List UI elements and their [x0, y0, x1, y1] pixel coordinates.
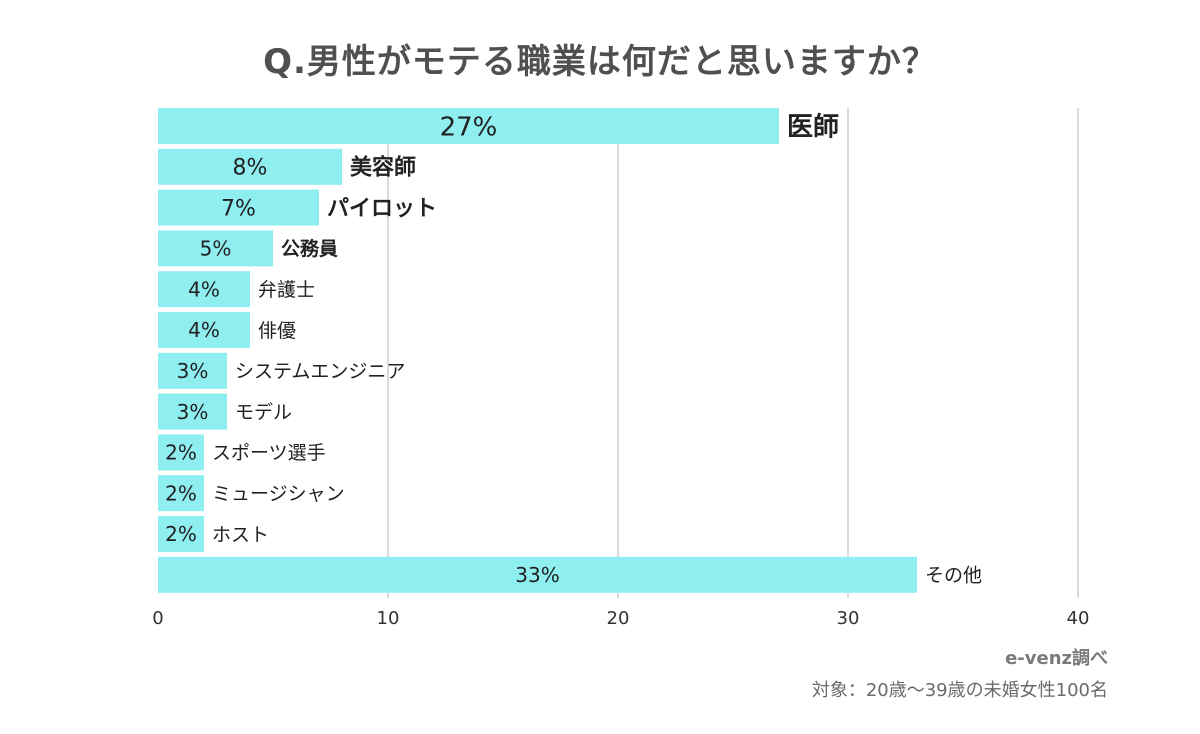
- data-label: 8%: [233, 156, 268, 181]
- bar: [158, 271, 250, 308]
- bar: [158, 434, 204, 471]
- bar: [158, 148, 342, 185]
- grid-lines: [387, 108, 1079, 598]
- labels: 27% 医師 8% 美容師 7% パイロット 5% 公務員 4% 弁護士 4% 俳優 3% システムエンジ…: [165, 112, 982, 587]
- bar: [158, 230, 273, 267]
- category-label: ホスト: [212, 524, 269, 546]
- category-label: スポーツ選手: [212, 442, 326, 464]
- x-tick-label: 10: [377, 608, 400, 629]
- category-label: ミュージシャン: [212, 483, 345, 505]
- data-label: 4%: [188, 318, 220, 342]
- category-label: 医師: [787, 112, 839, 142]
- category-label: その他: [925, 565, 982, 587]
- source-credit: e-venz調べ: [1005, 648, 1108, 669]
- x-tick-label: 40: [1067, 608, 1090, 629]
- data-label: 27%: [440, 112, 498, 142]
- chart-title: Q.男性がモテる職業は何だと思いますか？: [263, 42, 937, 82]
- category-label: 弁護士: [258, 279, 315, 301]
- category-label: システムエンジニア: [235, 361, 405, 383]
- bar: [158, 475, 204, 512]
- x-tick-label: 30: [837, 608, 860, 629]
- category-label: 美容師: [350, 155, 416, 181]
- data-label: 2%: [165, 481, 197, 505]
- data-label: 2%: [165, 441, 197, 465]
- bar: [158, 393, 227, 430]
- data-label: 3%: [177, 359, 209, 383]
- bar: [158, 312, 250, 348]
- data-label: 4%: [188, 277, 220, 301]
- category-label: モデル: [235, 401, 292, 423]
- data-label: 5%: [200, 237, 232, 261]
- bar: [158, 352, 227, 389]
- bar: [158, 189, 319, 226]
- bar: [158, 516, 204, 552]
- category-label: 公務員: [281, 237, 338, 260]
- data-label: 33%: [515, 563, 559, 587]
- data-label: 7%: [221, 197, 256, 222]
- x-tick-label: 20: [607, 608, 630, 629]
- bar: [158, 556, 917, 593]
- x-tick-label: 0: [152, 608, 163, 629]
- bars: [158, 108, 917, 593]
- survey-note: 対象：20歳〜39歳の未婚女性100名: [811, 680, 1108, 701]
- category-label: パイロット: [327, 197, 437, 222]
- category-label: 俳優: [258, 320, 296, 342]
- x-axis-ticks: 0 10 20 30 40: [152, 608, 1089, 629]
- bar: [158, 108, 779, 144]
- data-label: 2%: [165, 522, 197, 546]
- data-label: 3%: [177, 400, 209, 424]
